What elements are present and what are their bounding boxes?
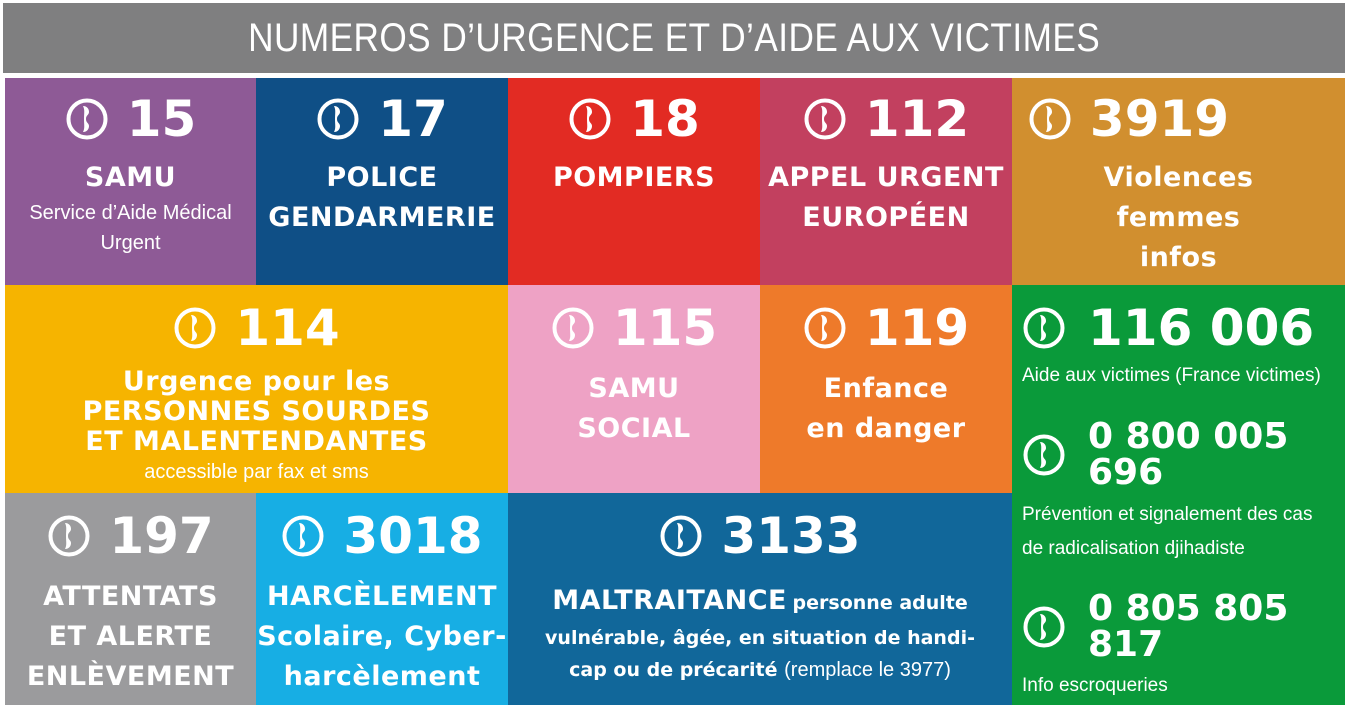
title: POMPIERS bbox=[552, 162, 716, 193]
card-17: 17 POLICE GENDARMERIE bbox=[256, 78, 508, 285]
number: 0 805 805 817 bbox=[1088, 588, 1289, 665]
number: 17 bbox=[378, 90, 448, 148]
card-114: 114 Urgence pour les PERSONNES SOURDES E… bbox=[5, 285, 508, 493]
title: harcèlement bbox=[283, 661, 481, 692]
phone-icon bbox=[659, 514, 703, 558]
description: personne adulte bbox=[792, 592, 968, 614]
number: 3919 bbox=[1089, 90, 1230, 148]
title: EUROPÉEN bbox=[802, 202, 970, 233]
number: 119 bbox=[864, 299, 970, 357]
phone-icon bbox=[1022, 605, 1066, 649]
title: SOCIAL bbox=[577, 413, 691, 444]
phone-icon bbox=[65, 97, 109, 141]
number: 15 bbox=[126, 90, 197, 148]
title: ET ALERTE bbox=[48, 621, 213, 652]
card-112: 112 APPEL URGENT EUROPÉEN bbox=[760, 78, 1012, 285]
card-3018: 3018 HARCÈLEMENT Scolaire, Cyber- harcèl… bbox=[256, 493, 508, 705]
subtitle: Urgent bbox=[100, 232, 161, 254]
number: 112 bbox=[864, 90, 970, 148]
title: MALTRAITANCE bbox=[552, 585, 787, 616]
number: 115 bbox=[612, 299, 718, 357]
number: 3018 bbox=[343, 507, 483, 565]
phone-icon bbox=[568, 97, 612, 141]
phone-icon bbox=[551, 306, 595, 350]
card-18: 18 POMPIERS bbox=[508, 78, 760, 285]
phone-icon bbox=[1028, 97, 1072, 141]
number: 114 bbox=[235, 299, 340, 357]
phone-icon bbox=[281, 514, 325, 558]
title: ATTENTATS bbox=[43, 581, 218, 612]
phone-icon bbox=[803, 97, 847, 141]
note: (remplace le 3977) bbox=[784, 659, 951, 681]
description: cap ou de précarité bbox=[569, 659, 778, 681]
title: femmes bbox=[1116, 202, 1241, 233]
card-197: 197 ATTENTATS ET ALERTE ENLÈVEMENT bbox=[5, 493, 256, 705]
title: SAMU bbox=[84, 162, 177, 193]
card-115: 115 SAMU SOCIAL bbox=[508, 285, 760, 493]
title: POLICE bbox=[326, 162, 438, 193]
subtitle: Aide aux victimes (France victimes) bbox=[1022, 365, 1321, 386]
number: 0 800 005 696 bbox=[1088, 416, 1289, 493]
subtitle: accessible par fax et sms bbox=[144, 461, 369, 483]
phone-icon bbox=[803, 306, 847, 350]
description: vulnérable, âgée, en situation de handi- bbox=[545, 627, 975, 649]
number: 116 006 bbox=[1088, 299, 1315, 357]
title: Violences bbox=[1103, 162, 1254, 193]
title: Urgence pour les bbox=[122, 366, 391, 397]
title: en danger bbox=[806, 413, 966, 444]
title: GENDARMERIE bbox=[268, 202, 496, 233]
card-3133: 3133 MALTRAITANCE personne adulte vulnér… bbox=[508, 493, 1012, 705]
title: infos bbox=[1139, 242, 1218, 273]
card-aide-victimes: 116 006 Aide aux victimes (France victim… bbox=[1012, 285, 1345, 705]
page-title: NUMEROS D’URGENCE ET D’AIDE AUX VICTIMES bbox=[3, 3, 1345, 73]
title: Scolaire, Cyber- bbox=[257, 621, 507, 652]
subtitle: de radicalisation djihadiste bbox=[1022, 538, 1245, 559]
phone-icon bbox=[173, 306, 217, 350]
number: 3133 bbox=[721, 507, 861, 565]
phone-icon bbox=[47, 514, 91, 558]
number: 197 bbox=[109, 507, 214, 565]
title: ENLÈVEMENT bbox=[26, 661, 235, 692]
card-119: 119 Enfance en danger bbox=[760, 285, 1012, 493]
title: SAMU bbox=[588, 373, 680, 404]
card-15: 15 SAMU Service d’Aide Médical Urgent bbox=[5, 78, 256, 285]
phone-icon bbox=[1022, 306, 1066, 350]
title: APPEL URGENT bbox=[768, 162, 1004, 193]
phone-icon bbox=[1022, 433, 1066, 477]
title: HARCÈLEMENT bbox=[266, 581, 498, 612]
card-3919: 3919 Violences femmes infos bbox=[1012, 78, 1345, 285]
number: 18 bbox=[630, 90, 700, 148]
subtitle: Prévention et signalement des cas bbox=[1022, 504, 1313, 525]
subtitle: Info escroqueries bbox=[1022, 675, 1168, 696]
title: Enfance bbox=[823, 373, 949, 404]
subtitle: Service d’Aide Médical bbox=[29, 202, 232, 224]
title: ET MALENTENDANTES bbox=[85, 426, 428, 457]
title: PERSONNES SOURDES bbox=[82, 396, 431, 427]
phone-icon bbox=[316, 97, 360, 141]
